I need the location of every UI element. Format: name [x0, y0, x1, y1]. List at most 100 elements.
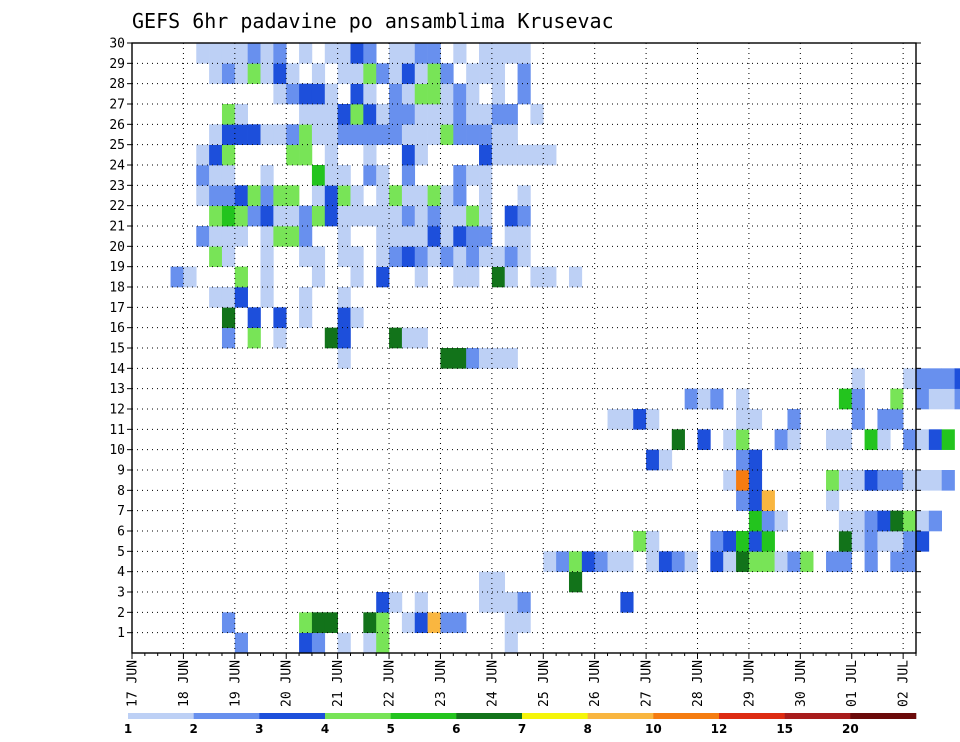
heatmap-cell — [890, 510, 904, 532]
heatmap-cell — [414, 327, 428, 349]
heatmap-cell — [247, 205, 261, 227]
heatmap-cell — [414, 592, 428, 613]
heatmap-cell — [376, 226, 390, 247]
heatmap-cell — [916, 531, 930, 552]
heatmap-cell — [311, 104, 326, 125]
heatmap-cell — [414, 83, 428, 105]
heatmap-cell — [401, 612, 416, 633]
heatmap-cell — [299, 632, 313, 654]
y-tick-label: 5 — [117, 545, 125, 560]
heatmap-cell — [350, 63, 364, 84]
heatmap-cell — [337, 348, 351, 369]
heatmap-cell — [838, 551, 853, 572]
heatmap-cell — [787, 551, 801, 572]
heatmap-cell — [517, 592, 531, 613]
y-tick-label: 21 — [109, 220, 125, 235]
heatmap-cell — [710, 531, 724, 552]
y-tick-label: 15 — [109, 342, 125, 357]
heatmap-cell — [363, 144, 377, 166]
heatmap-cell — [697, 429, 711, 450]
heatmap-cell — [684, 551, 698, 572]
heatmap-cell — [221, 246, 236, 267]
heatmap-cell — [234, 266, 248, 288]
heatmap-cell — [247, 185, 261, 206]
heatmap-cell — [427, 612, 441, 633]
heatmap-cell — [838, 510, 853, 532]
heatmap-cell — [736, 470, 750, 491]
heatmap-cell — [723, 531, 737, 552]
heatmap-cell — [658, 551, 673, 572]
heatmap-cell — [466, 124, 480, 145]
legend-label: 12 — [711, 722, 728, 736]
heatmap-cell — [414, 185, 428, 206]
heatmap-cell — [311, 185, 326, 206]
heatmap-cell — [440, 104, 454, 125]
heatmap-cell — [299, 612, 313, 633]
heatmap-cell — [401, 124, 416, 145]
heatmap-cell — [389, 124, 403, 145]
heatmap-cell — [453, 185, 467, 206]
heatmap-cell — [286, 63, 300, 84]
heatmap-cell — [736, 551, 750, 572]
heatmap-cell — [517, 185, 531, 206]
heatmap-cell — [311, 63, 326, 84]
heatmap-cell — [466, 226, 480, 247]
heatmap-cell — [337, 43, 351, 64]
heatmap-cell — [903, 429, 917, 450]
x-tick-label: 20 JUN — [280, 660, 295, 707]
heatmap-cell — [350, 205, 364, 227]
heatmap-cell — [209, 43, 223, 64]
heatmap-cell — [221, 185, 236, 206]
heatmap-cell — [466, 104, 480, 125]
heatmap-cell — [221, 144, 236, 166]
heatmap-cell — [260, 287, 274, 308]
heatmap-cell — [761, 551, 775, 572]
heatmap-cell — [684, 388, 698, 410]
heatmap-cell — [401, 185, 416, 206]
heatmap-cell — [851, 368, 865, 389]
heatmap-cell — [221, 124, 236, 145]
heatmap-cell — [697, 388, 711, 410]
heatmap-cell — [389, 83, 403, 105]
heatmap-cell — [221, 327, 236, 349]
heatmap-cell — [890, 409, 904, 430]
heatmap-cell — [517, 144, 531, 166]
heatmap-cell — [376, 592, 390, 613]
heatmap-cell — [427, 43, 441, 64]
heatmap-cell — [646, 551, 660, 572]
heatmap-cell — [479, 246, 493, 267]
heatmap-cell — [337, 226, 351, 247]
legend-label: 20 — [842, 722, 859, 736]
x-tick-label: 23 JUN — [434, 660, 449, 707]
heatmap-cell — [671, 429, 685, 450]
heatmap-cell — [491, 592, 506, 613]
heatmap-cell — [491, 63, 506, 84]
heatmap-cell — [286, 144, 300, 166]
heatmap-cell — [453, 205, 467, 227]
heatmap-cell — [389, 327, 403, 349]
heatmap-cell — [877, 510, 891, 532]
heatmap-cell — [170, 266, 184, 288]
heatmap-cell — [723, 551, 737, 572]
heatmap-cell — [299, 83, 313, 105]
y-tick-label: 30 — [109, 37, 125, 52]
heatmap-cell — [633, 531, 647, 552]
heatmap-cell — [748, 470, 763, 491]
heatmap-cell — [517, 246, 531, 267]
heatmap-cell — [414, 205, 428, 227]
heatmap-cell — [903, 470, 917, 491]
x-tick-label: 24 JUN — [485, 660, 500, 707]
heatmap-cell — [877, 531, 891, 552]
heatmap-cell — [376, 266, 390, 288]
heatmap-cell — [209, 185, 223, 206]
heatmap-cell — [941, 368, 955, 389]
heatmap-cell — [401, 327, 416, 349]
heatmap-cell — [311, 612, 326, 633]
heatmap-cell — [299, 124, 313, 145]
heatmap-cell — [337, 63, 351, 84]
heatmap-cell — [504, 348, 518, 369]
heatmap-cell — [761, 531, 775, 552]
heatmap-cell — [350, 307, 364, 328]
heatmap-cell — [479, 348, 493, 369]
